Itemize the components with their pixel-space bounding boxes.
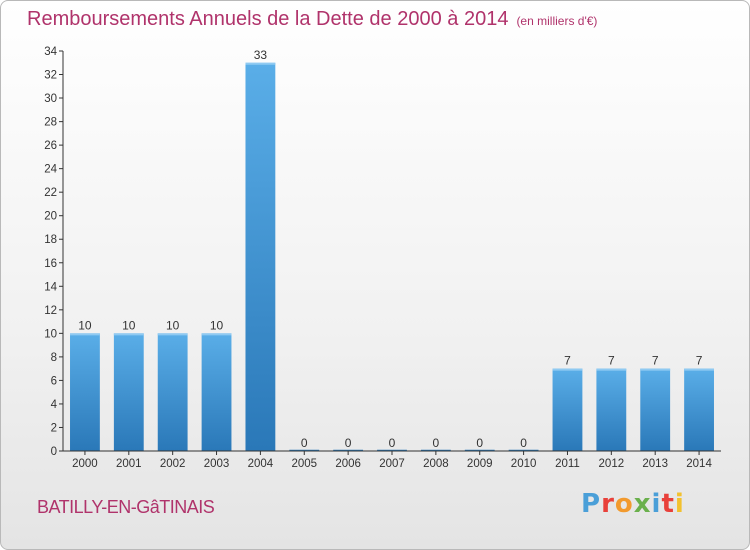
bar [596,368,627,451]
chart-title-text: Remboursements Annuels de la Dette de 20… [27,8,509,30]
logo-letter: t [661,489,675,519]
y-tick-label: 4 [51,399,58,411]
x-tick-label: 2014 [686,458,712,470]
data-label: 0 [389,436,396,450]
y-tick-label: 2 [51,422,57,434]
bar-top-highlight [640,368,671,371]
bar-top-highlight [684,368,714,371]
y-tick-label: 6 [51,375,57,387]
x-axis: 2000 2001 2002 2003 2004 2005 2006 2007 2008 2009… [63,450,721,470]
data-label: 10 [210,318,224,332]
y-tick-label: 22 [44,187,57,199]
y-tick-label: 34 [44,46,57,58]
data-label: 10 [166,318,180,332]
logo-letter: i [674,489,685,519]
y-tick-label: 20 [44,211,57,223]
bar-top-highlight [201,333,232,336]
bar [245,62,276,451]
bar-top-highlight [113,333,144,336]
y-tick-label: 26 [44,140,57,152]
data-label: 7 [608,354,615,368]
data-label: 10 [78,318,92,332]
x-tick-label: 2007 [379,458,405,470]
x-tick-label: 2006 [335,458,361,470]
x-tick-label: 2003 [204,458,230,470]
x-tick-label: 2005 [291,458,317,470]
bar-top-highlight [245,62,276,65]
y-tick-label: 12 [44,305,57,317]
data-label: 0 [345,436,352,450]
y-tick-label: 16 [44,258,57,270]
bar-top-highlight [596,368,627,371]
x-tick-label: 2010 [511,458,537,470]
bar-top-highlight [552,368,583,371]
chart-title: Remboursements Annuels de la Dette de 20… [27,8,597,31]
bar [70,333,100,451]
x-tick-label: 2013 [642,458,668,470]
data-label: 7 [564,354,571,368]
bar [684,368,714,451]
logo-letter: o [614,489,634,519]
x-tick-label: 2011 [555,458,580,470]
data-label: 7 [652,354,659,368]
bar [552,368,583,451]
y-tick-label: 10 [44,328,57,340]
bar [201,333,232,451]
bar [113,333,144,451]
logo-letter: x [633,489,652,519]
x-tick-label: 2001 [116,458,142,470]
x-tick-label: 2002 [160,458,186,470]
bar [640,368,671,451]
commune-name: BATILLY-EN-GâTINAIS [37,497,215,517]
logo-letter: r [601,489,615,519]
data-label: 7 [696,354,703,368]
y-tick-label: 18 [44,234,57,246]
chart-subtitle: (en milliers d'€) [516,14,598,28]
x-tick-label: 2012 [599,458,625,470]
data-label: 0 [476,436,483,450]
bar-top-highlight [157,333,188,336]
x-tick-label: 2009 [467,458,493,470]
y-tick-label: 28 [44,117,57,129]
y-tick-label: 32 [44,70,57,82]
y-tick-label: 14 [44,281,57,293]
data-label: 33 [254,48,268,62]
x-tick-label: 2008 [423,458,449,470]
bar [157,333,188,451]
bars: 10 10 10 10 33 0 0 0 0 0 0 7 7 7 7 [70,48,714,452]
x-tick-label: 2000 [72,458,98,470]
logo-letter: i [651,489,662,519]
data-label: 0 [520,436,527,450]
data-label: 0 [301,436,308,450]
y-tick-label: 8 [51,352,57,364]
data-label: 0 [433,436,440,450]
x-tick-label: 2004 [248,458,274,470]
data-label: 10 [122,318,136,332]
y-tick-label: 24 [44,164,57,176]
y-tick-label: 30 [44,93,57,105]
y-tick-label: 0 [51,446,57,458]
logo-letter: P [581,489,602,519]
proxiti-logo: Proxiti [581,489,685,519]
bar-top-highlight [70,333,100,336]
